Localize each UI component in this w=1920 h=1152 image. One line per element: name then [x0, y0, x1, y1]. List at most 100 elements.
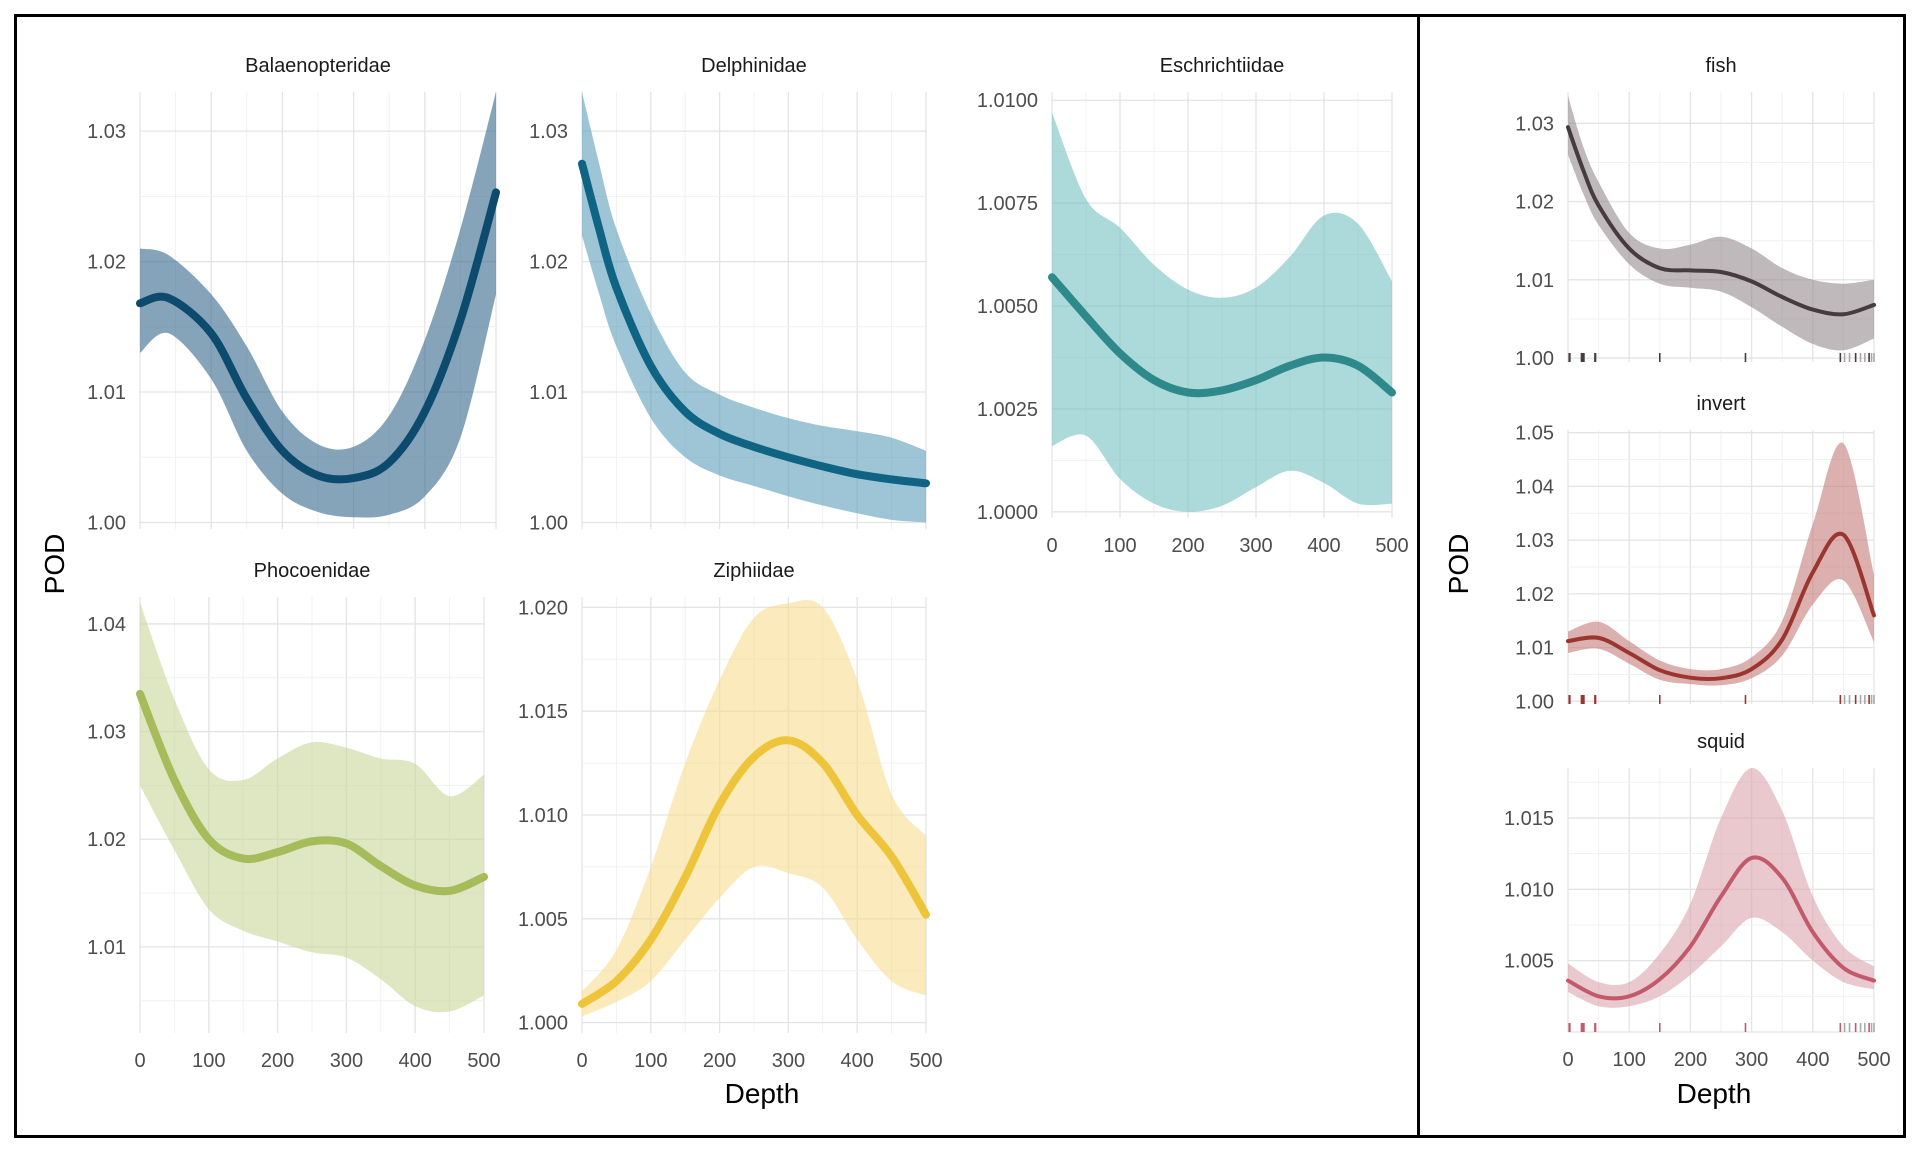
y-tick-label: 1.00: [1515, 691, 1554, 713]
x-tick-label: 0: [1562, 1049, 1573, 1071]
y-tick-label: 1.04: [1515, 476, 1554, 498]
y-tick-label: 1.03: [529, 121, 568, 143]
y-tick-label: 1.015: [518, 701, 568, 723]
smooth-line: [136, 689, 488, 896]
y-tick-label: 1.03: [1515, 530, 1554, 552]
y-tick-label: 1.02: [87, 829, 126, 851]
x-tick-label: 400: [1307, 535, 1340, 557]
x-tick-label: 100: [1103, 535, 1136, 557]
x-tick-label: 300: [330, 1050, 363, 1072]
y-tick-label: 1.005: [1504, 951, 1554, 973]
facet-balaenopteridae: Balaenopteridae 1.00 1.01 1.02 1.03: [87, 55, 500, 534]
rug-marks: [1568, 1023, 1875, 1032]
left-y-axis-title: POD: [39, 534, 70, 595]
y-tick-label: 1.000: [518, 1013, 568, 1035]
facet-squid: squid 1.005 1.010 1.015 0 100 200 300 400 500: [1504, 731, 1891, 1071]
left-x-axis-title: Depth: [725, 1078, 800, 1109]
facet-invert: invert 1.00 1.01 1.02 1.03 1.04 1.05: [1515, 393, 1876, 713]
right-y-axis-title: POD: [1443, 534, 1474, 595]
smooth-line: [1048, 273, 1396, 398]
y-tick-label: 1.01: [87, 937, 126, 959]
x-tick-label: 400: [399, 1050, 432, 1072]
y-tick-label: 1.0025: [977, 399, 1038, 421]
x-tick-label: 300: [1239, 535, 1272, 557]
x-tick-label: 500: [909, 1050, 942, 1072]
y-tick-label: 1.0050: [977, 296, 1038, 318]
right-x-axis-title: Depth: [1677, 1078, 1752, 1109]
facet-ziphiidae: Ziphiidae 1.000 1.005 1.010 1.015 1.020 0 100 20…: [518, 560, 943, 1072]
facet-title: Delphinidae: [701, 55, 807, 77]
smooth-line: [1566, 855, 1876, 1001]
y-tick-label: 1.00: [529, 512, 568, 534]
confidence-band: [140, 602, 484, 1013]
facet-eschrichtiidae: Eschrichtiidae 1.0000 1.0025 1.0050 1.0075 1.…: [977, 55, 1409, 557]
facet-delphinidae: Delphinidae 1.00 1.01 1.02 1.03: [529, 55, 930, 534]
right-panel-frame: [1417, 14, 1906, 1138]
rug-marks: [1568, 353, 1875, 362]
facet-phocoenidae: Phocoenidae 1.01 1.02 1.03 1.04 0 100 200 300 400…: [87, 560, 501, 1072]
smooth-line: [1566, 531, 1876, 681]
y-tick-label: 1.010: [1504, 879, 1554, 901]
y-tick-label: 1.0100: [977, 90, 1038, 112]
rug-marks: [1568, 695, 1875, 704]
facet-fish: fish 1.00 1.01 1.02 1.03: [1515, 55, 1876, 370]
facet-title: squid: [1697, 731, 1745, 753]
facet-title: Ziphiidae: [713, 560, 794, 582]
x-tick-label: 200: [703, 1050, 736, 1072]
y-tick-label: 1.03: [87, 722, 126, 744]
smooth-line: [136, 188, 500, 484]
y-tick-label: 1.03: [87, 121, 126, 143]
confidence-band: [140, 92, 496, 518]
y-tick-label: 1.0000: [977, 502, 1038, 524]
x-tick-label: 400: [841, 1050, 874, 1072]
x-tick-label: 500: [1375, 535, 1408, 557]
y-tick-label: 1.04: [87, 614, 126, 636]
x-tick-label: 200: [261, 1050, 294, 1072]
x-tick-label: 0: [576, 1050, 587, 1072]
confidence-band: [1568, 442, 1874, 686]
y-tick-label: 1.02: [87, 252, 126, 274]
x-tick-label: 200: [1674, 1049, 1707, 1071]
facet-title: invert: [1697, 393, 1746, 415]
confidence-band: [1568, 767, 1874, 1008]
y-tick-label: 1.020: [518, 597, 568, 619]
y-tick-label: 1.010: [518, 805, 568, 827]
smooth-line: [1566, 125, 1876, 317]
x-tick-label: 100: [634, 1050, 667, 1072]
facet-title: Balaenopteridae: [245, 55, 391, 77]
smooth-line: [578, 736, 930, 1008]
x-tick-label: 500: [1857, 1049, 1890, 1071]
y-tick-label: 1.01: [1515, 638, 1554, 660]
x-tick-label: 200: [1171, 535, 1204, 557]
x-tick-label: 100: [1613, 1049, 1646, 1071]
y-tick-label: 1.01: [529, 382, 568, 404]
y-tick-label: 1.00: [87, 512, 126, 534]
x-tick-label: 300: [1735, 1049, 1768, 1071]
confidence-band: [1568, 95, 1874, 351]
x-tick-label: 100: [192, 1050, 225, 1072]
facet-title: Phocoenidae: [254, 560, 371, 582]
facet-title: fish: [1705, 55, 1736, 77]
y-tick-label: 1.01: [87, 382, 126, 404]
y-tick-label: 1.02: [529, 252, 568, 274]
x-tick-label: 0: [1046, 535, 1057, 557]
y-tick-label: 1.015: [1504, 808, 1554, 830]
x-tick-label: 300: [772, 1050, 805, 1072]
x-tick-label: 0: [134, 1050, 145, 1072]
y-tick-label: 1.005: [518, 909, 568, 931]
y-tick-label: 1.05: [1515, 423, 1554, 445]
x-tick-label: 400: [1796, 1049, 1829, 1071]
y-tick-label: 1.02: [1515, 192, 1554, 214]
confidence-band: [1052, 112, 1392, 512]
y-tick-label: 1.01: [1515, 270, 1554, 292]
y-tick-label: 1.0075: [977, 193, 1038, 215]
smooth-line: [578, 159, 930, 488]
y-tick-label: 1.00: [1515, 348, 1554, 370]
facet-title: Eschrichtiidae: [1160, 55, 1285, 77]
y-tick-label: 1.03: [1515, 113, 1554, 135]
x-tick-label: 500: [467, 1050, 500, 1072]
y-tick-label: 1.02: [1515, 584, 1554, 606]
confidence-band: [582, 92, 926, 523]
